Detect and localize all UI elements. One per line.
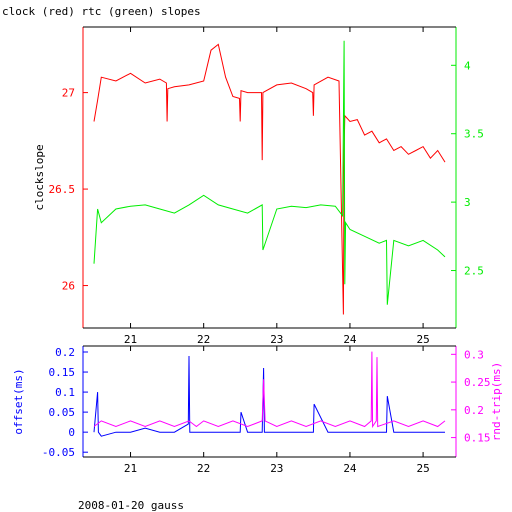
offset-x-tick-label: 21 bbox=[124, 462, 137, 475]
offset-y-tick-label: 0.1 bbox=[55, 386, 75, 399]
chart-title: clock (red) rtc (green) slopes bbox=[2, 5, 201, 18]
slope-y2-tick-label: 2.5 bbox=[464, 265, 484, 278]
slope-y2-tick-label: 3 bbox=[464, 196, 471, 209]
slope-y-tick-label: 27 bbox=[62, 87, 75, 100]
offset-x-tick-label: 23 bbox=[270, 462, 283, 475]
slope-x-tick-label: 23 bbox=[270, 333, 283, 346]
slope-series-rtc bbox=[93, 40, 446, 305]
offset-y-tick-label: 0 bbox=[68, 426, 75, 439]
offset-series-offset bbox=[93, 355, 445, 437]
slope-x-tick-label: 21 bbox=[124, 333, 137, 346]
offset-y2-axis-label: rnd-trip(ms) bbox=[490, 362, 503, 441]
offset-panel: 21 22 23 24 25 -0.05 0 0.05 0.1 0.15 0.2 0.15 0.2 0.2… bbox=[12, 345, 503, 475]
offset-y-tick-label: 0.2 bbox=[55, 346, 75, 359]
offset-y-tick-label: -0.05 bbox=[42, 446, 75, 459]
slope-x-tick-label: 22 bbox=[197, 333, 210, 346]
offset-series-rnd-trip bbox=[93, 351, 446, 429]
slope-series-clock bbox=[93, 43, 446, 315]
offset-y-axis-label: offset(ms) bbox=[12, 368, 25, 434]
slope-y-tick-label: 26 bbox=[62, 280, 75, 293]
offset-x-tick-label: 25 bbox=[416, 462, 429, 475]
offset-y-tick-label: 0.15 bbox=[49, 366, 76, 379]
slope-y2-tick-label: 4 bbox=[464, 59, 471, 72]
slope-x-tick-label: 24 bbox=[343, 333, 357, 346]
slope-y2-tick-label: 3.5 bbox=[464, 128, 484, 141]
offset-y2-tick-label: 0.15 bbox=[464, 432, 491, 445]
offset-x-tick-label: 22 bbox=[197, 462, 210, 475]
footer-label: 2008-01-20 gauss bbox=[78, 499, 184, 512]
slope-y-axis-label: clockslope bbox=[33, 144, 46, 210]
slope-x-tick-label: 25 bbox=[416, 333, 429, 346]
offset-y2-tick-label: 0.2 bbox=[464, 404, 484, 417]
offset-x-tick-label: 24 bbox=[343, 462, 357, 475]
slope-y-tick-label: 26.5 bbox=[49, 183, 76, 196]
offset-y2-tick-label: 0.25 bbox=[464, 376, 491, 389]
offset-y2-tick-label: 0.3 bbox=[464, 348, 484, 361]
slope-panel: 21 22 23 24 25 26 26.5 27 2.5 3 3.5 4 clockslope bbox=[33, 26, 484, 346]
offset-y-tick-label: 0.05 bbox=[49, 406, 76, 419]
